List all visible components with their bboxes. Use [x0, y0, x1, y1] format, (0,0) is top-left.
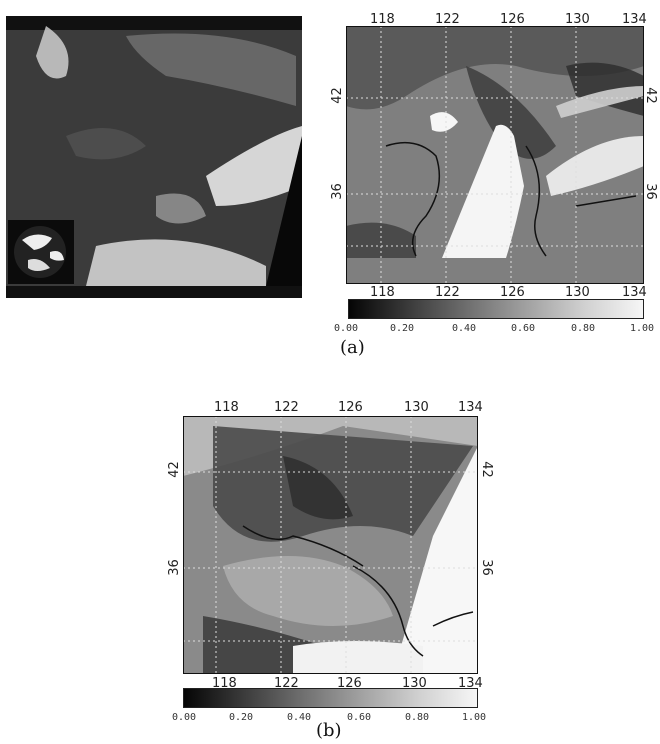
map-a-graphic — [346, 26, 644, 284]
map-b-left-tick: 42 — [166, 461, 182, 478]
map-b-top-tick: 134 — [458, 400, 483, 415]
satellite-image-graphic — [6, 16, 302, 298]
colorbar-a — [348, 299, 644, 319]
map-a-top-tick: 126 — [500, 12, 525, 27]
colorbar-b-label: 0.60 — [347, 712, 372, 723]
colorbar-a-label: 0.80 — [571, 323, 596, 334]
colorbar-b — [183, 688, 478, 708]
map-a-left-tick: 36 — [329, 183, 345, 200]
map-b-bottom-tick: 122 — [274, 676, 299, 691]
map-a-bottom-tick: 118 — [370, 285, 395, 300]
map-b-top-tick: 130 — [404, 400, 429, 415]
map-b-graphic — [183, 416, 478, 674]
map-b-left-tick: 36 — [166, 559, 182, 576]
caption-a: (a) — [340, 337, 365, 358]
map-a-top-tick: 130 — [565, 12, 590, 27]
map-a-top-tick: 122 — [435, 12, 460, 27]
map-panel-b — [183, 416, 478, 674]
map-a-right-tick: 36 — [642, 183, 658, 200]
map-b-bottom-tick: 134 — [458, 676, 483, 691]
map-b-top-tick: 126 — [338, 400, 363, 415]
map-a-bottom-tick: 122 — [435, 285, 460, 300]
map-a-top-tick: 134 — [622, 12, 647, 27]
colorbar-b-label: 0.80 — [405, 712, 430, 723]
map-a-bottom-tick: 134 — [622, 285, 647, 300]
colorbar-b-label: 0.00 — [172, 712, 197, 723]
caption-b: (b) — [316, 720, 342, 741]
map-b-bottom-tick: 130 — [402, 676, 427, 691]
colorbar-a-label: 0.40 — [452, 323, 477, 334]
colorbar-a-label: 0.20 — [390, 323, 415, 334]
map-a-top-tick: 118 — [370, 12, 395, 27]
colorbar-b-label: 0.40 — [287, 712, 312, 723]
map-a-right-tick: 42 — [642, 87, 658, 104]
map-panel-a — [346, 26, 644, 284]
colorbar-a-label: 0.60 — [511, 323, 536, 334]
map-b-top-tick: 118 — [214, 400, 239, 415]
map-b-top-tick: 122 — [274, 400, 299, 415]
map-b-right-tick: 42 — [478, 461, 494, 478]
map-a-bottom-tick: 126 — [500, 285, 525, 300]
map-a-left-tick: 42 — [329, 87, 345, 104]
map-b-right-tick: 36 — [478, 559, 494, 576]
satellite-image — [6, 16, 302, 298]
colorbar-b-label: 1.00 — [462, 712, 487, 723]
map-a-bottom-tick: 130 — [565, 285, 590, 300]
map-b-bottom-tick: 126 — [337, 676, 362, 691]
colorbar-b-label: 0.20 — [229, 712, 254, 723]
colorbar-a-label: 0.00 — [334, 323, 359, 334]
colorbar-a-label: 1.00 — [630, 323, 655, 334]
map-b-bottom-tick: 118 — [212, 676, 237, 691]
